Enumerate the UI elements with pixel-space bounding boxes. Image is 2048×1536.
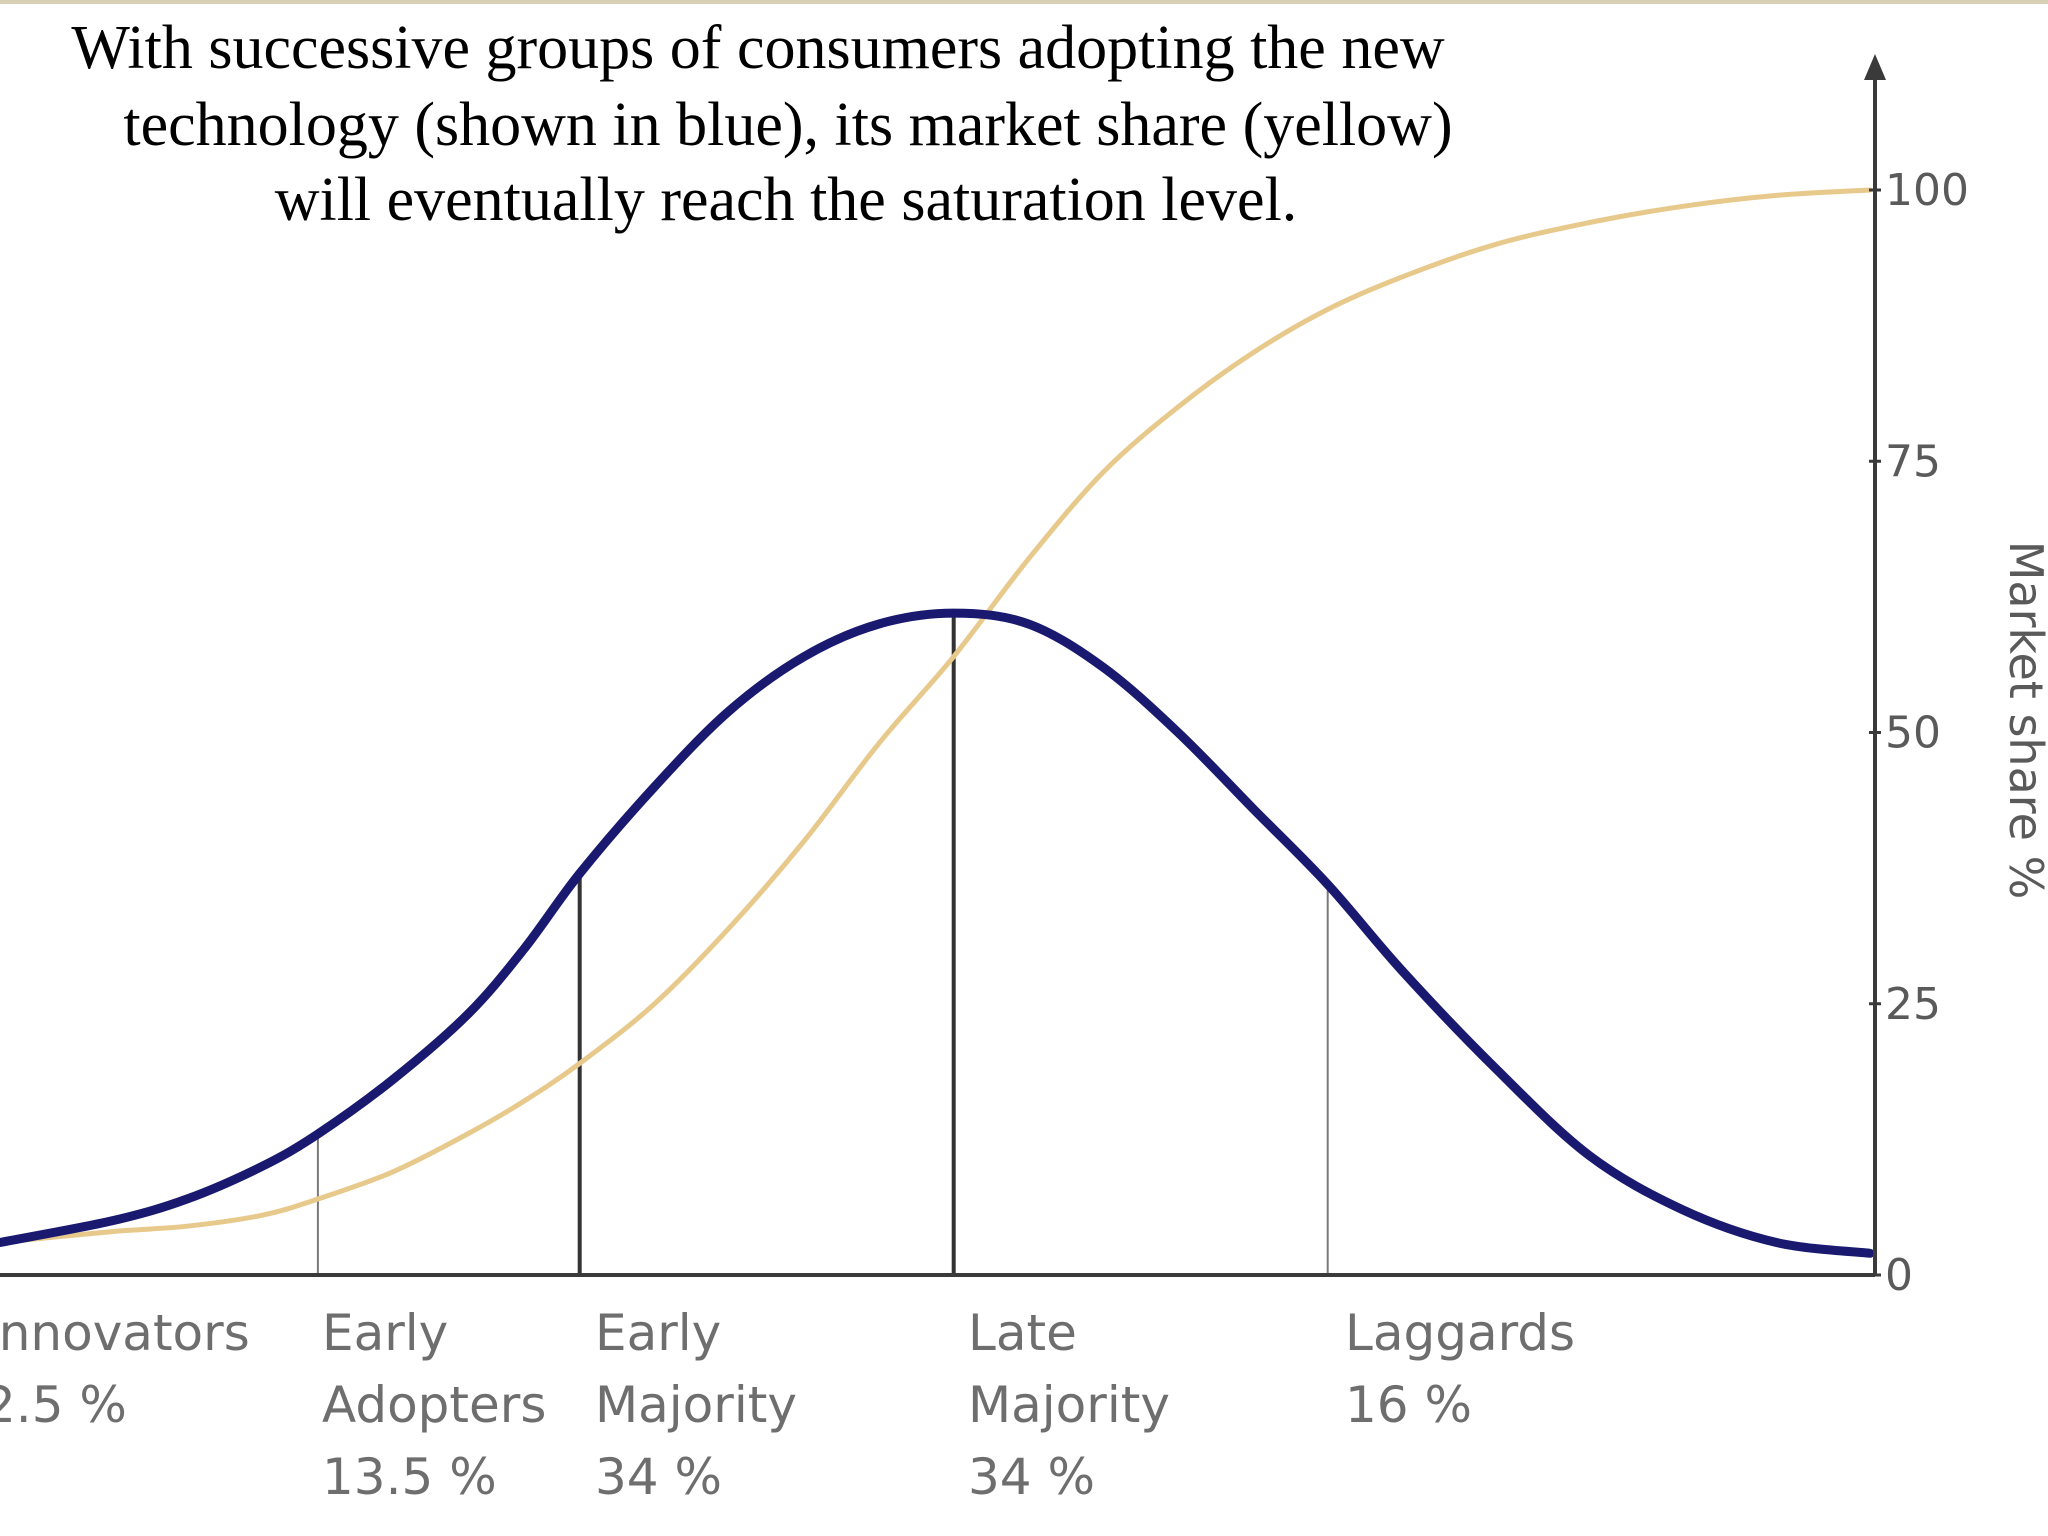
- chart-caption: With successive groups of consumers adop…: [71, 14, 1452, 234]
- caption-line: With successive groups of consumers adop…: [71, 14, 1444, 82]
- caption-line: will eventually reach the saturation lev…: [275, 166, 1298, 234]
- category-boundaries: [316, 613, 1329, 1275]
- y-axis-label: Market share %: [1999, 541, 2048, 900]
- category-label: Late Majority 34 %: [968, 1304, 1170, 1506]
- category-label: Laggards 16 %: [1345, 1304, 1575, 1434]
- axes: [0, 54, 1886, 1277]
- y-tick-label: 25: [1885, 979, 1941, 1030]
- top-border: [0, 0, 2048, 4]
- curves: [0, 187, 1875, 1258]
- y-tick-label: 0: [1885, 1250, 1913, 1301]
- category-label: Early Adopters 13.5 %: [322, 1304, 546, 1506]
- market-share-curve: [0, 187, 1873, 1245]
- category-label: Innovators2.5 %: [0, 1304, 250, 1434]
- y-tick-label: 75: [1885, 436, 1941, 487]
- y-tick-label: 50: [1885, 708, 1941, 759]
- y-axis-ticks: 0 25 50 75 100: [1869, 165, 1969, 1301]
- y-tick-label: 100: [1885, 165, 1969, 216]
- y-axis-arrow-icon: [1864, 54, 1886, 80]
- caption-line: technology (shown in blue), its market s…: [123, 91, 1452, 159]
- category-label: Early Majority 34 %: [595, 1304, 797, 1506]
- adoption-curve: [0, 608, 1875, 1258]
